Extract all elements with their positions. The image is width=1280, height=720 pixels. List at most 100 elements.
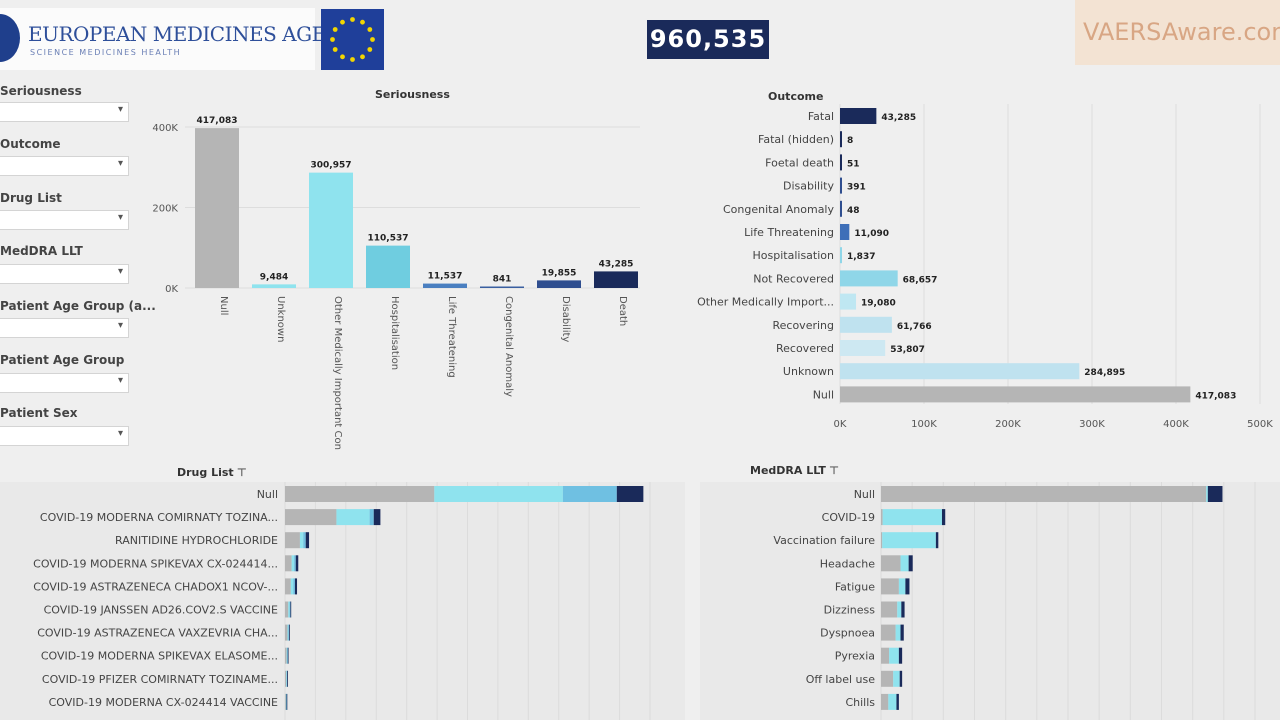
bar-segment[interactable]: [882, 532, 936, 549]
meddra-chart[interactable]: Null COVID-19 Vaccination failure Headache F…: [700, 482, 1280, 720]
bar-segment[interactable]: [285, 624, 288, 641]
bar-segment[interactable]: [305, 532, 310, 549]
bar-segment[interactable]: [294, 578, 298, 595]
bar[interactable]: [840, 247, 842, 264]
bar-segment[interactable]: [900, 555, 909, 572]
filter-icon[interactable]: ⊤: [828, 464, 839, 477]
bar-segment[interactable]: [285, 693, 286, 710]
bar[interactable]: [840, 316, 892, 333]
filter-select-sex[interactable]: ▾: [0, 426, 129, 446]
bar-segment[interactable]: [295, 555, 299, 572]
filter-icon[interactable]: ⊤: [236, 466, 247, 479]
bar-segment[interactable]: [881, 647, 890, 664]
bar-segment[interactable]: [285, 509, 337, 526]
bar-segment[interactable]: [900, 624, 904, 641]
bar[interactable]: [840, 270, 898, 287]
bar-segment[interactable]: [562, 486, 617, 502]
bar[interactable]: [195, 128, 239, 288]
bar-segment[interactable]: [287, 670, 288, 687]
bar[interactable]: [840, 108, 877, 124]
bar[interactable]: [840, 363, 1080, 380]
bar-segment[interactable]: [336, 509, 370, 526]
bar-segment[interactable]: [289, 601, 291, 618]
bar-segment[interactable]: [285, 601, 289, 618]
bar-segment[interactable]: [369, 509, 374, 526]
bar-segment[interactable]: [434, 486, 563, 502]
bar-segment[interactable]: [287, 647, 289, 664]
filter-select-outcome[interactable]: ▾: [0, 156, 129, 176]
bar-segment[interactable]: [881, 509, 883, 526]
bar-segment[interactable]: [373, 509, 381, 526]
bar-segment[interactable]: [881, 555, 901, 572]
bar[interactable]: [840, 386, 1191, 403]
bar[interactable]: [537, 280, 581, 288]
bar[interactable]: [840, 200, 842, 217]
bar-segment[interactable]: [882, 509, 942, 526]
bar-segment[interactable]: [616, 486, 644, 502]
bar-segment[interactable]: [288, 624, 290, 641]
bar-segment[interactable]: [285, 555, 292, 572]
bar-segment[interactable]: [881, 578, 899, 595]
bar[interactable]: [594, 271, 638, 288]
filter-select-age-group[interactable]: ▾: [0, 373, 129, 393]
bar-segment[interactable]: [941, 509, 946, 526]
bar-segment[interactable]: [294, 555, 296, 572]
bar-segment[interactable]: [898, 647, 903, 664]
bar-segment[interactable]: [285, 670, 287, 687]
bar-segment[interactable]: [908, 555, 913, 572]
bar-segment[interactable]: [290, 578, 294, 595]
filter-select-meddra-llt[interactable]: ▾: [0, 264, 129, 284]
filter-select-seriousness[interactable]: ▾: [0, 102, 129, 122]
bar-segment[interactable]: [286, 647, 288, 664]
bar-segment[interactable]: [287, 647, 289, 664]
bar-segment[interactable]: [287, 624, 289, 641]
bar-segment[interactable]: [288, 601, 290, 618]
bar-segment[interactable]: [881, 693, 889, 710]
bar-segment[interactable]: [285, 578, 291, 595]
bar-segment[interactable]: [893, 670, 900, 687]
filter-select-age-group-a[interactable]: ▾: [0, 318, 129, 338]
bar[interactable]: [840, 224, 850, 240]
bar-segment[interactable]: [1207, 486, 1223, 502]
drug-list-chart[interactable]: Null COVID-19 MODERNA COMIRNATY TOZINA...…: [0, 482, 685, 720]
bar-segment[interactable]: [899, 670, 903, 687]
bar-segment[interactable]: [286, 693, 288, 710]
bar-segment[interactable]: [905, 578, 910, 595]
bar-segment[interactable]: [286, 670, 288, 687]
bar-segment[interactable]: [881, 624, 896, 641]
bar-segment[interactable]: [881, 486, 1207, 502]
bar-segment[interactable]: [285, 693, 287, 710]
bar-segment[interactable]: [888, 693, 897, 710]
bar-segment[interactable]: [881, 532, 883, 549]
bar-segment[interactable]: [285, 647, 287, 664]
bar-segment[interactable]: [299, 532, 304, 549]
bar-segment[interactable]: [881, 670, 894, 687]
outcome-chart[interactable]: 0K 100K 200K 300K 400K 500K Fatal 43,285 Fatal …: [655, 104, 1280, 439]
bar-segment[interactable]: [935, 532, 939, 549]
bar[interactable]: [840, 293, 857, 310]
bar[interactable]: [840, 131, 842, 148]
bar-segment[interactable]: [881, 601, 898, 618]
bar-segment[interactable]: [290, 601, 292, 618]
bar[interactable]: [309, 172, 353, 288]
bar-segment[interactable]: [285, 532, 300, 549]
bar-segment[interactable]: [285, 486, 435, 502]
bar[interactable]: [480, 286, 524, 289]
bar[interactable]: [252, 284, 296, 288]
bar-segment[interactable]: [1206, 486, 1208, 502]
bar-segment[interactable]: [895, 624, 901, 641]
bar-segment[interactable]: [291, 555, 295, 572]
bar-segment[interactable]: [303, 532, 306, 549]
bar-segment[interactable]: [901, 601, 905, 618]
bar[interactable]: [840, 340, 886, 356]
filter-select-drug-list[interactable]: ▾: [0, 210, 129, 230]
bar-segment[interactable]: [889, 647, 899, 664]
bar-segment[interactable]: [897, 601, 902, 618]
bar-segment[interactable]: [896, 693, 899, 710]
bar[interactable]: [840, 177, 842, 194]
bar[interactable]: [423, 283, 467, 288]
brand-logo[interactable]: VAERSAware.com: [1075, 0, 1280, 65]
bar-segment[interactable]: [898, 578, 906, 595]
bar-segment[interactable]: [288, 624, 290, 641]
bar-segment[interactable]: [293, 578, 295, 595]
